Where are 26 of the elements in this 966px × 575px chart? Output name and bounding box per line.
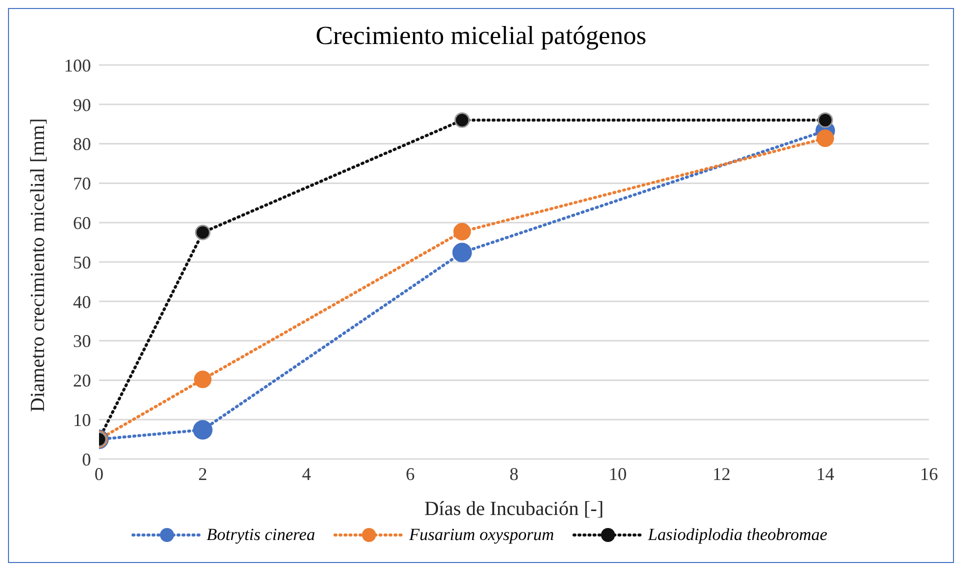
- x-tick-label: 16: [920, 464, 938, 484]
- y-tick-label: 60: [73, 212, 91, 233]
- x-tick-label: 14: [816, 464, 834, 484]
- y-tick-label: 70: [73, 174, 91, 194]
- x-axis-title: Días de Incubación [-]: [424, 498, 604, 520]
- x-tick-label: 2: [198, 464, 208, 484]
- legend-label: Lasiodiplodia theobromae: [648, 525, 828, 545]
- x-tick-label: 8: [510, 464, 518, 484]
- x-tick-label: 0: [94, 464, 104, 484]
- x-tick-label: 4: [302, 464, 311, 484]
- x-tick-label: 12: [712, 464, 730, 484]
- y-tick-label: 50: [73, 252, 91, 272]
- legend-label: Botrytis cinerea: [206, 525, 316, 545]
- y-tick-label: 20: [73, 370, 91, 391]
- x-tick-label: 6: [406, 464, 415, 484]
- y-tick-label: 100: [64, 55, 91, 76]
- legend-label: Fusarium oxysporum: [409, 525, 554, 545]
- y-tick-label: 80: [73, 134, 91, 154]
- y-tick-label: 90: [73, 94, 91, 115]
- y-axis-title: Diametro crecimiento micelial [mm]: [27, 118, 50, 412]
- y-tick-label: 0: [82, 449, 91, 470]
- chart-title: Crecimiento micelial patógenos: [314, 21, 648, 52]
- y-tick-label: 30: [73, 331, 91, 352]
- y-tick-label: 40: [73, 292, 91, 312]
- x-tick-label: 10: [608, 464, 627, 484]
- y-tick-label: 10: [73, 410, 91, 430]
